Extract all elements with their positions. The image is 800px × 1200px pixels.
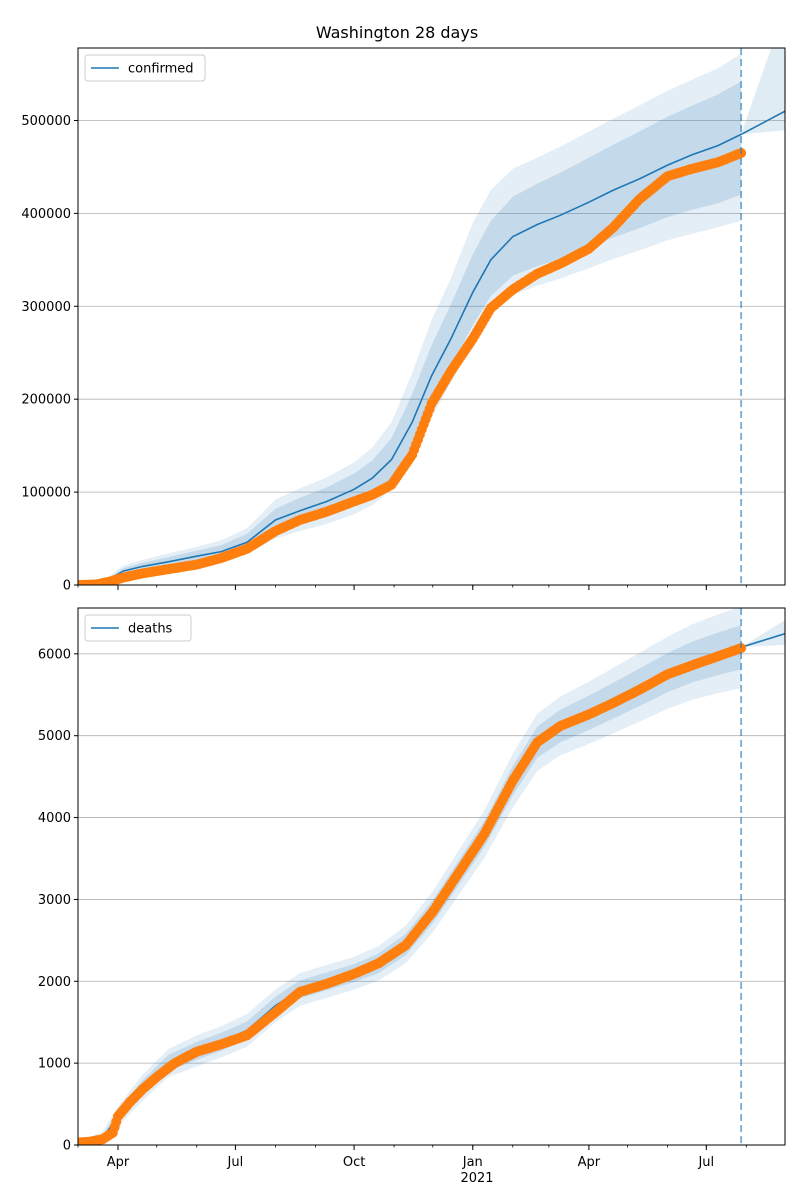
y-tick-label: 3000 — [38, 893, 71, 908]
y-tick-label: 200000 — [21, 393, 71, 408]
legend-label: deaths — [128, 622, 173, 637]
plot-area — [78, 608, 785, 1145]
legend: confirmed — [84, 54, 206, 82]
x-tick-label: Oct — [343, 1155, 365, 1170]
legend-label: confirmed — [128, 62, 194, 77]
uncertainty-band-80 — [78, 53, 742, 585]
model-line — [78, 133, 742, 585]
forecast-line — [740, 632, 785, 649]
y-tick-label: 2000 — [38, 975, 71, 990]
y-tick-label: 1000 — [38, 1057, 71, 1072]
y-tick-label: 400000 — [21, 207, 71, 222]
y-tick-label: 4000 — [38, 811, 71, 826]
forecast-fan — [741, 48, 785, 135]
chart-title: Washington 28 days — [316, 23, 478, 42]
axes-frame — [77, 47, 786, 586]
deaths-panel: 0 1000 2000 3000 4000 5000 6000 Apr Jul Oct Jan Apr… — [38, 607, 786, 1170]
y-tick-label: 5000 — [38, 729, 71, 744]
uncertainty-band-80 — [78, 608, 742, 1145]
y-tick-label: 500000 — [21, 114, 71, 129]
legend-box — [84, 614, 192, 642]
y-tick-label: 300000 — [21, 300, 71, 315]
y-tick-label: 0 — [63, 579, 71, 594]
y-tick-label: 0 — [63, 1139, 71, 1154]
uncertainty-band-50 — [78, 81, 742, 585]
y-tick-label: 100000 — [21, 486, 71, 501]
x-tick-label: Jan — [462, 1155, 483, 1170]
legend: deaths — [84, 614, 192, 642]
legend-box — [84, 54, 206, 82]
confirmed-panel: 0 100000 200000 300000 400000 500000 confirmed — [21, 47, 786, 594]
y-tick-label: 6000 — [38, 647, 71, 662]
x-tick-label: Apr — [107, 1155, 130, 1170]
forecast-fan — [741, 620, 785, 648]
x-tick-label: Jul — [227, 1155, 244, 1170]
plot-area — [78, 48, 785, 585]
forecast-line — [740, 110, 785, 136]
observed-point — [736, 643, 747, 654]
axes-frame — [77, 607, 786, 1146]
year-label: 2021 — [460, 1171, 493, 1186]
x-tick-label: Jul — [697, 1155, 714, 1170]
x-tick-label: Apr — [578, 1155, 601, 1170]
